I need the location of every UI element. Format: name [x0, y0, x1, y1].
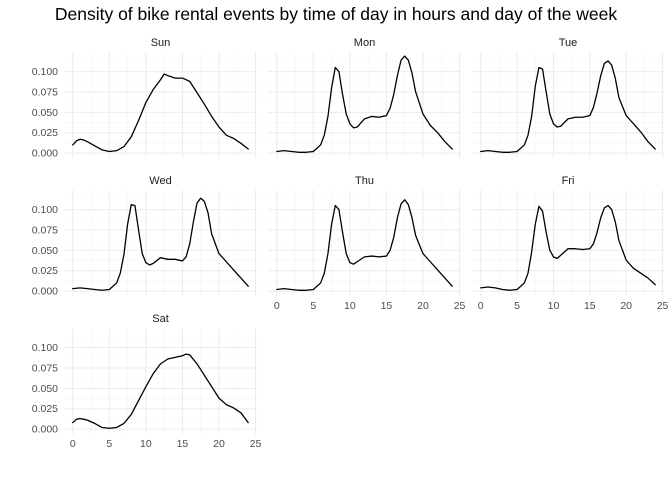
- density-line-sat: [72, 353, 249, 429]
- y-tick-label: 0.075: [32, 362, 58, 374]
- x-tick-label: 10: [344, 300, 356, 312]
- facet-label: Mon: [354, 37, 375, 49]
- density-line-thu: [276, 199, 453, 291]
- x-tick-label: 25: [657, 300, 669, 312]
- y-tick-label: 0.050: [32, 107, 58, 119]
- x-tick-label: 0: [274, 300, 280, 312]
- x-tick-label: 25: [250, 438, 262, 450]
- facet-label: Tue: [559, 37, 578, 49]
- x-tick-label: 15: [381, 300, 393, 312]
- y-tick-label: 0.075: [32, 86, 58, 98]
- x-tick-label: 5: [514, 300, 520, 312]
- density-line-wed: [72, 197, 249, 291]
- x-tick-label: 5: [310, 300, 316, 312]
- y-tick-label: 0.050: [32, 383, 58, 395]
- density-line-mon: [276, 55, 453, 153]
- density-line-fri: [480, 204, 656, 291]
- x-tick-label: 5: [106, 438, 112, 450]
- x-tick-label: 15: [177, 438, 189, 450]
- x-tick-label: 20: [213, 438, 225, 450]
- panel-thu: Thu 0 5 10 15 20 25: [268, 175, 466, 312]
- y-tick-label: 0.025: [32, 403, 58, 415]
- y-tick-label: 0.025: [32, 127, 58, 139]
- facet-label: Fri: [562, 175, 575, 187]
- x-tick-label: 0: [70, 438, 76, 450]
- panel-wed: Wed 0.000 0.025 0.050 0.075 0.100: [32, 175, 257, 298]
- x-tick-label: 25: [454, 300, 466, 312]
- density-line-sun: [72, 73, 249, 153]
- y-tick-label: 0.025: [32, 265, 58, 277]
- panel-fri: Fri 0 5 10 15 20 25: [472, 175, 669, 312]
- facet-label: Sat: [152, 313, 169, 325]
- y-tick-label: 0.100: [32, 204, 58, 216]
- facet-label: Thu: [355, 175, 374, 187]
- panel-sun: Sun 0.000 0.025 0.050 0.075 0.100: [32, 37, 257, 160]
- x-tick-label: 20: [620, 300, 632, 312]
- facet-label: Sun: [151, 37, 171, 49]
- x-tick-label: 10: [548, 300, 560, 312]
- panel-mon: Mon: [268, 37, 461, 158]
- y-tick-label: 0.000: [32, 286, 58, 298]
- density-line-tue: [480, 60, 656, 153]
- chart-title: Density of bike rental events by time of…: [54, 4, 618, 24]
- x-tick-label: 10: [140, 438, 152, 450]
- y-tick-label: 0.100: [32, 66, 58, 78]
- x-tick-label: 20: [417, 300, 429, 312]
- panel-tue: Tue: [472, 37, 664, 158]
- y-tick-label: 0.100: [32, 342, 58, 354]
- x-tick-label: 15: [584, 300, 596, 312]
- x-tick-label: 0: [478, 300, 484, 312]
- y-tick-label: 0.050: [32, 245, 58, 257]
- y-tick-label: 0.000: [32, 424, 58, 436]
- facet-label: Wed: [149, 175, 171, 187]
- y-tick-label: 0.075: [32, 224, 58, 236]
- panel-sat: Sat 0.000 0.025 0.050 0.075 0.100 0 5 10 15 20 25: [32, 313, 262, 450]
- y-tick-label: 0.000: [32, 148, 58, 160]
